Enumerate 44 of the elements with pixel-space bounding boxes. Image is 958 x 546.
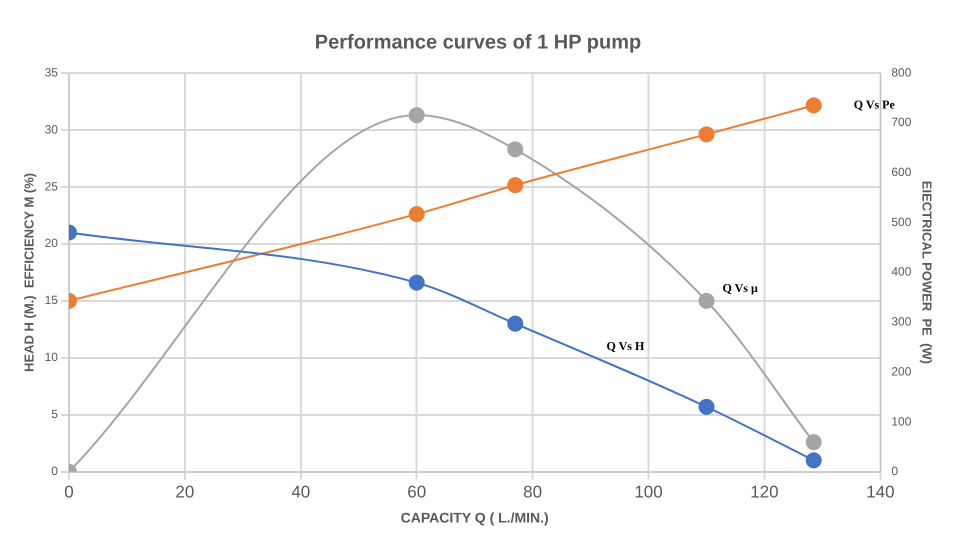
y2-tick-label: 0 — [891, 464, 898, 478]
x-tick-label: 120 — [750, 482, 779, 502]
point — [698, 292, 714, 309]
point — [698, 126, 714, 142]
x-tick-label: 60 — [407, 482, 426, 502]
y-tick-label: 30 — [44, 122, 58, 136]
y2-tick-label: 200 — [891, 364, 912, 378]
chart-title: Performance curves of 1 HP pump — [314, 32, 642, 54]
y-tick-label: 15 — [44, 293, 58, 308]
point — [408, 274, 425, 291]
x-tick-label: 0 — [64, 482, 74, 502]
point — [408, 206, 425, 222]
y-axis-title: HEAD H (M.) EFFICIENCY M (%) — [21, 172, 36, 372]
y2-tick-label: 500 — [891, 214, 912, 229]
y2-tick-label: 700 — [891, 115, 912, 130]
text: Q Vs Pe — [854, 97, 896, 112]
point — [806, 434, 822, 450]
y2-axis-title: EIECTRICAL POWER PE (W) — [920, 180, 935, 364]
point — [408, 107, 425, 124]
y-tick-label: 35 — [44, 65, 58, 80]
series-label: Q Vs μ — [722, 280, 758, 295]
x-tick-label: 140 — [866, 482, 895, 502]
x-tick-label: 20 — [175, 482, 194, 502]
y-tick-label: 25 — [44, 179, 58, 194]
y-tick-label: 5 — [51, 407, 58, 422]
x-tick-label: 100 — [634, 482, 663, 502]
point — [806, 452, 822, 468]
y-tick-label: 0 — [51, 464, 58, 478]
x-axis-title: CAPACITY Q ( L./MIN.) — [400, 509, 549, 526]
point — [698, 398, 714, 415]
series-label: Q Vs H — [606, 338, 645, 353]
point — [806, 97, 822, 114]
y2-tick-label: 600 — [891, 165, 912, 180]
point — [507, 316, 524, 332]
y2-tick-label: 800 — [891, 65, 912, 80]
y-tick-label: 10 — [44, 350, 58, 364]
y-tick-label: 20 — [44, 236, 58, 250]
y2-tick-label: 400 — [891, 264, 912, 279]
y2-tick-label: 100 — [891, 414, 912, 428]
point — [507, 177, 524, 194]
point — [507, 141, 524, 158]
y2-tick-label: 300 — [891, 314, 912, 329]
x-tick-label: 80 — [523, 482, 542, 502]
x-tick-label: 40 — [291, 482, 310, 502]
